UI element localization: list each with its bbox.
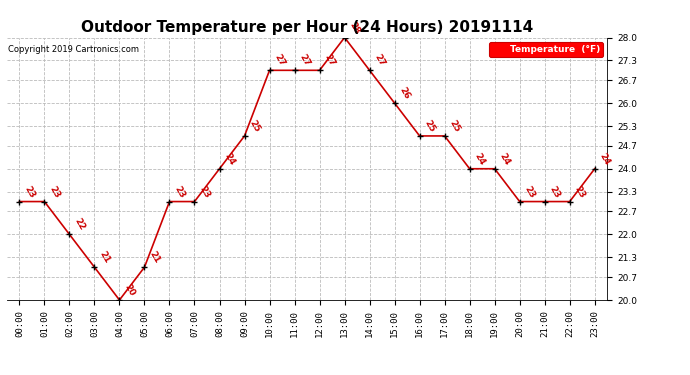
Text: 24: 24: [473, 151, 486, 166]
Text: 20: 20: [122, 283, 136, 298]
Text: 24: 24: [222, 151, 237, 166]
Text: 27: 27: [297, 53, 311, 68]
Text: 24: 24: [497, 151, 511, 166]
Text: 23: 23: [522, 184, 537, 200]
Text: 21: 21: [97, 250, 111, 265]
Text: 27: 27: [273, 53, 286, 68]
Text: 27: 27: [373, 53, 386, 68]
Text: 24: 24: [598, 151, 611, 166]
Text: 21: 21: [147, 250, 161, 265]
Text: Copyright 2019 Cartronics.com: Copyright 2019 Cartronics.com: [8, 45, 139, 54]
Text: 23: 23: [197, 184, 211, 200]
Legend: Temperature  (°F): Temperature (°F): [489, 42, 602, 57]
Text: 28: 28: [347, 20, 362, 35]
Text: 23: 23: [47, 184, 61, 200]
Text: 25: 25: [247, 118, 262, 134]
Text: 23: 23: [22, 184, 37, 200]
Text: 22: 22: [72, 217, 86, 232]
Text: 23: 23: [573, 184, 586, 200]
Text: 25: 25: [447, 118, 462, 134]
Title: Outdoor Temperature per Hour (24 Hours) 20191114: Outdoor Temperature per Hour (24 Hours) …: [81, 20, 533, 35]
Text: 23: 23: [547, 184, 562, 200]
Text: 27: 27: [322, 53, 337, 68]
Text: 26: 26: [397, 86, 411, 101]
Text: 23: 23: [172, 184, 186, 200]
Text: 25: 25: [422, 118, 437, 134]
